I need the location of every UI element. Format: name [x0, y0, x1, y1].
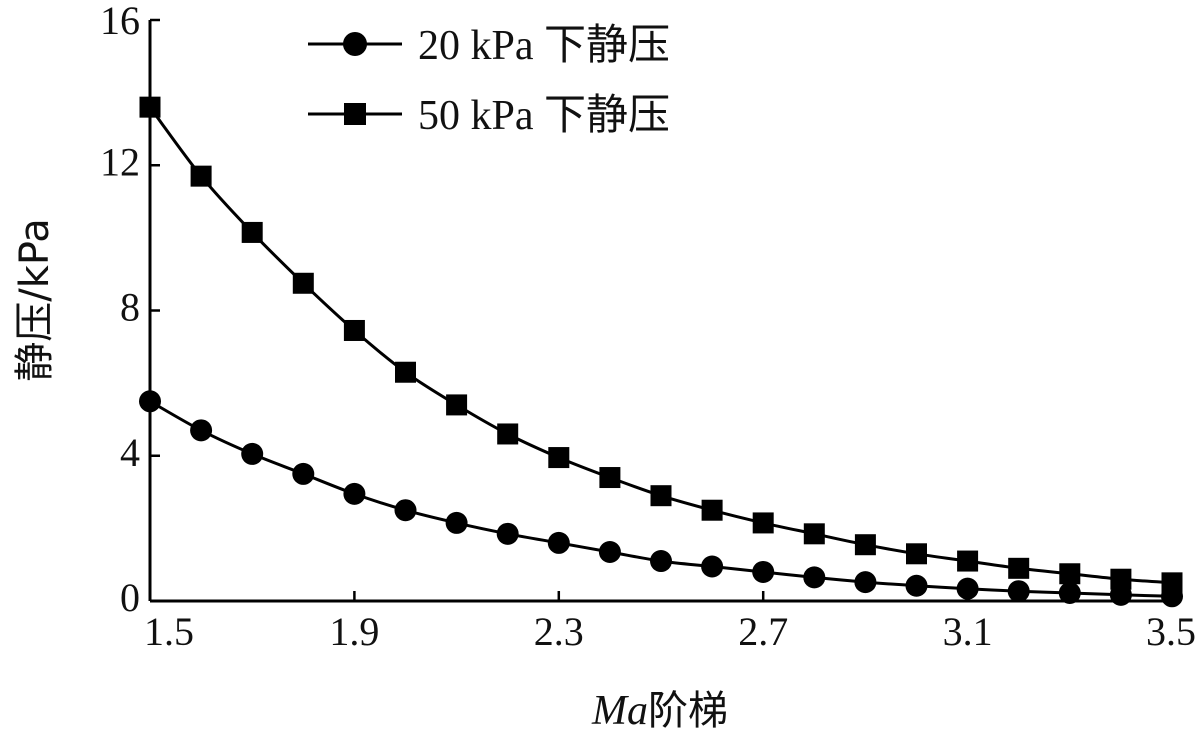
- x-tick-label: 2.3: [534, 609, 584, 654]
- data-point: [905, 574, 928, 597]
- legend-marker-circle: [343, 32, 367, 56]
- x-tick-label: 1.5: [144, 609, 194, 654]
- data-point: [752, 512, 774, 534]
- data-point: [854, 534, 876, 556]
- data-point: [292, 462, 315, 485]
- data-point: [548, 447, 570, 469]
- series-2: [139, 96, 1183, 594]
- data-point: [854, 571, 877, 594]
- data-point: [1058, 582, 1081, 605]
- data-point: [446, 394, 468, 416]
- y-tick-label: 8: [120, 285, 140, 330]
- data-point: [701, 499, 723, 521]
- data-point: [1161, 572, 1183, 594]
- data-point: [1008, 557, 1030, 579]
- y-axis-title: 静压/kPa: [12, 218, 58, 381]
- data-point: [1110, 568, 1132, 590]
- x-tick-label: 3.1: [943, 609, 993, 654]
- data-point: [650, 550, 672, 573]
- data-point: [1007, 580, 1030, 603]
- data-point: [701, 555, 724, 578]
- y-tick-label: 16: [100, 0, 140, 43]
- data-point: [190, 419, 213, 442]
- legend-label: 50 kPa 下静压: [418, 93, 670, 139]
- series-line: [148, 106, 1173, 585]
- x-axis-title-italic: Ma: [591, 688, 648, 734]
- data-point: [497, 423, 519, 445]
- data-point: [956, 577, 979, 600]
- data-point: [241, 442, 264, 465]
- data-point: [343, 482, 366, 505]
- legend: 20 kPa 下静压 50 kPa 下静压: [308, 23, 670, 139]
- data-point: [803, 566, 826, 589]
- data-point: [496, 522, 519, 545]
- legend-entry: 50 kPa 下静压: [308, 93, 670, 139]
- data-point: [139, 390, 161, 413]
- data-point: [139, 96, 161, 118]
- data-point: [394, 499, 417, 522]
- legend-label: 20 kPa 下静压: [418, 23, 670, 69]
- data-point: [1059, 563, 1081, 585]
- data-point: [957, 550, 979, 572]
- y-tick-label: 0: [120, 575, 140, 620]
- x-tick-label: 2.7: [738, 609, 788, 654]
- data-point: [190, 165, 212, 187]
- series-layer: [139, 96, 1183, 608]
- data-point: [547, 531, 570, 554]
- data-point: [343, 319, 365, 341]
- data-point: [752, 560, 775, 583]
- data-point: [598, 540, 621, 563]
- data-point: [803, 523, 825, 545]
- data-point: [395, 361, 416, 383]
- legend-marker-square: [344, 103, 366, 125]
- data-point: [906, 543, 927, 565]
- data-point: [241, 221, 263, 243]
- data-point: [599, 467, 621, 489]
- data-point: [650, 485, 672, 507]
- x-axis-title-rest: 阶梯: [648, 688, 728, 734]
- y-tick-label: 4: [120, 430, 140, 475]
- x-tick-label: 1.9: [329, 609, 379, 654]
- x-tick-label: 3.5: [1146, 609, 1196, 654]
- legend-entry: 20 kPa 下静压: [308, 23, 670, 69]
- data-point: [292, 272, 314, 294]
- x-axis-title: Ma阶梯: [591, 688, 728, 734]
- y-tick-label: 12: [100, 139, 140, 184]
- data-point: [445, 511, 468, 534]
